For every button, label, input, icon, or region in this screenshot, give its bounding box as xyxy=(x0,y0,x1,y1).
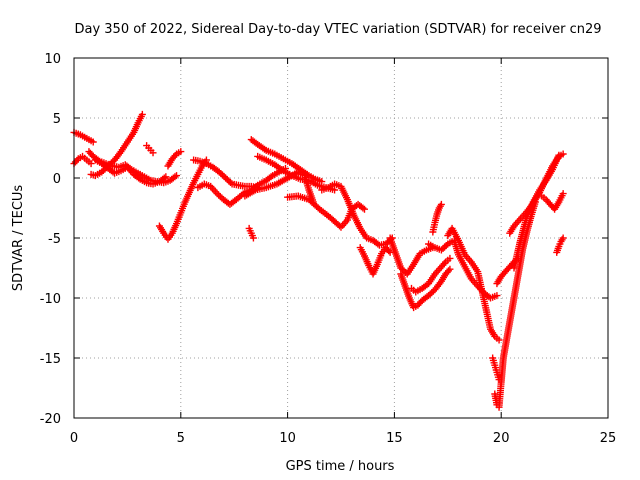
y-tick-label: -20 xyxy=(40,412,61,427)
data-series-arc-28 xyxy=(506,150,567,237)
data-point xyxy=(160,174,168,182)
data-point xyxy=(135,174,143,182)
x-tick-label: 10 xyxy=(279,431,296,446)
data-series-arc-22 xyxy=(429,200,445,236)
data-series-arc-03 xyxy=(87,110,146,180)
data-series-arc-04 xyxy=(85,148,181,187)
data-point xyxy=(495,336,503,344)
data-point xyxy=(359,204,367,212)
data-series-arc-20 xyxy=(407,254,454,296)
axis-ticks: 0 5 10 15 20 25 -20 -15 -10 -5 0 5 10 xyxy=(40,52,617,446)
data-series-arc-08 xyxy=(164,148,185,170)
x-tick-label: 0 xyxy=(70,431,78,446)
data-point xyxy=(495,376,503,384)
data-series-arc-19 xyxy=(397,265,454,312)
data-point xyxy=(173,172,181,180)
data-point xyxy=(559,150,567,158)
data-point xyxy=(267,173,275,181)
x-tick-label: 15 xyxy=(386,431,403,446)
data-series-arc-01 xyxy=(70,128,97,146)
data-point xyxy=(149,149,157,157)
data-point xyxy=(385,247,393,255)
data-series-arc-21 xyxy=(425,236,501,302)
x-tick-label: 20 xyxy=(493,431,510,446)
y-tick-label: -10 xyxy=(40,292,61,307)
y-tick-label: -5 xyxy=(48,232,61,247)
data-point xyxy=(374,240,382,248)
data-point xyxy=(437,200,445,208)
data-series-arc-26 xyxy=(489,354,503,384)
data-point xyxy=(331,186,339,194)
x-tick-label: 25 xyxy=(600,431,617,446)
data-point xyxy=(559,234,567,242)
data-point xyxy=(445,267,453,275)
data-point xyxy=(442,242,450,249)
data-series-arc-05 xyxy=(91,156,170,188)
data-points xyxy=(70,110,567,411)
data-point xyxy=(162,173,170,181)
y-tick-label: 10 xyxy=(44,52,61,67)
data-point xyxy=(73,156,81,164)
data-series-arc-18 xyxy=(386,234,437,278)
data-series-arc-06 xyxy=(143,142,157,157)
chart-title: Day 350 of 2022, Sidereal Day-to-day VTE… xyxy=(74,22,601,37)
data-series-arc-16 xyxy=(318,180,396,249)
y-tick-label: 0 xyxy=(53,172,61,187)
data-point xyxy=(446,254,454,262)
data-point xyxy=(177,148,185,156)
data-point xyxy=(446,265,454,273)
data-series-arc-23 xyxy=(444,224,503,344)
y-axis-label: SDTVAR / TECUs xyxy=(11,185,26,292)
data-series-arc-30 xyxy=(553,234,567,256)
y-tick-label: -15 xyxy=(40,352,61,367)
x-tick-label: 5 xyxy=(177,431,185,446)
data-point xyxy=(138,110,146,118)
data-point xyxy=(249,234,257,242)
data-series-arc-11 xyxy=(245,224,257,242)
data-point xyxy=(89,138,97,146)
y-tick-label: 5 xyxy=(53,112,61,127)
x-axis-label: GPS time / hours xyxy=(286,459,395,474)
data-point xyxy=(87,160,95,168)
data-point xyxy=(226,179,234,186)
data-point xyxy=(493,292,501,300)
data-point xyxy=(559,190,567,198)
data-point xyxy=(171,152,179,160)
data-series-arc-07 xyxy=(155,156,210,243)
data-series-arc-29 xyxy=(538,190,567,213)
data-point xyxy=(360,205,368,213)
data-series-arc-17 xyxy=(356,244,394,278)
data-point xyxy=(440,260,448,268)
data-point xyxy=(171,173,179,181)
